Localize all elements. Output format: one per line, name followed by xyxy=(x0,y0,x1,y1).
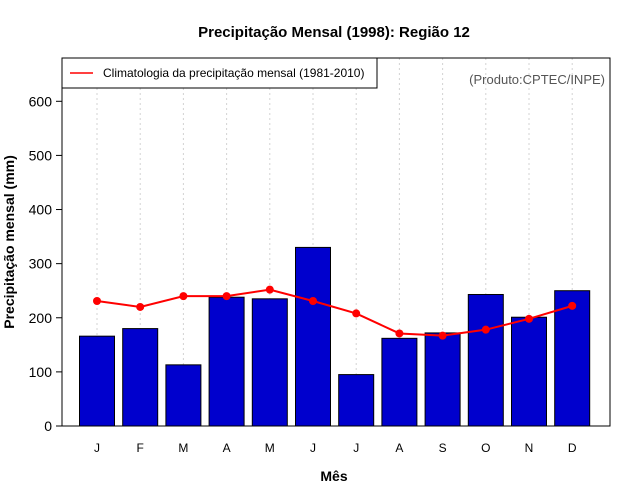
bar-8 xyxy=(381,337,418,427)
y-tick-label: 500 xyxy=(29,147,53,163)
x-tick-label: D xyxy=(568,441,577,455)
y-tick-label: 100 xyxy=(29,364,53,380)
y-tick-label: 600 xyxy=(29,93,53,109)
x-tick-label: S xyxy=(439,441,447,455)
x-tick-label: J xyxy=(310,441,316,455)
climatology-point-1 xyxy=(93,296,101,305)
y-axis: 0 100 200 300 400 500 600 xyxy=(29,93,62,434)
x-axis-title: Mês xyxy=(320,468,347,484)
bar-5 xyxy=(251,298,288,427)
x-tick-label: O xyxy=(481,441,490,455)
x-tick-label: M xyxy=(178,441,188,455)
climatology-point-10 xyxy=(481,325,490,334)
legend-box xyxy=(61,57,378,89)
y-tick-label: 300 xyxy=(29,256,53,272)
y-axis-title: Precipitação mensal (mm) xyxy=(1,155,17,329)
bar-11 xyxy=(511,316,547,427)
climatology-point-11 xyxy=(525,314,533,323)
y-tick-label: 400 xyxy=(29,202,53,218)
x-tick-label: F xyxy=(137,441,144,455)
legend: Climatologia da precipitação mensal (198… xyxy=(61,57,378,89)
climatology-point-7 xyxy=(352,309,361,318)
climatology-point-3 xyxy=(179,292,188,301)
bar-6 xyxy=(295,246,331,427)
climatology-point-8 xyxy=(395,329,404,338)
x-tick-label: M xyxy=(265,441,275,455)
source-annotation: (Produto:CPTEC/INPE) xyxy=(469,72,605,87)
legend-entry-climatology: Climatologia da precipitação mensal (198… xyxy=(103,66,364,80)
climatology-point-9 xyxy=(438,331,447,340)
bar-series xyxy=(79,246,591,427)
bar-2 xyxy=(122,328,159,427)
bar-12 xyxy=(554,290,591,427)
x-tick-label: A xyxy=(223,441,231,455)
y-tick-label: 200 xyxy=(29,310,53,326)
x-tick-label: J xyxy=(94,441,100,455)
climatology-point-12 xyxy=(568,301,577,310)
climatology-line-series xyxy=(93,285,577,340)
x-tick-label: N xyxy=(525,441,534,455)
climatology-line xyxy=(96,288,573,337)
climatology-point-6 xyxy=(309,296,317,305)
bar-4 xyxy=(208,296,245,427)
y-tick-label: 0 xyxy=(44,418,52,434)
climatology-point-4 xyxy=(222,292,231,301)
bar-7 xyxy=(338,374,375,427)
bar-10 xyxy=(467,293,504,427)
bar-9 xyxy=(424,332,461,427)
climatology-point-5 xyxy=(265,285,274,294)
x-tick-label: J xyxy=(353,441,359,455)
x-tick-label: A xyxy=(395,441,403,455)
climatology-point-2 xyxy=(136,302,145,311)
bar-3 xyxy=(165,364,202,427)
bar-1 xyxy=(79,335,115,427)
chart-title: Precipitação Mensal (1998): Região 12 xyxy=(198,24,470,41)
